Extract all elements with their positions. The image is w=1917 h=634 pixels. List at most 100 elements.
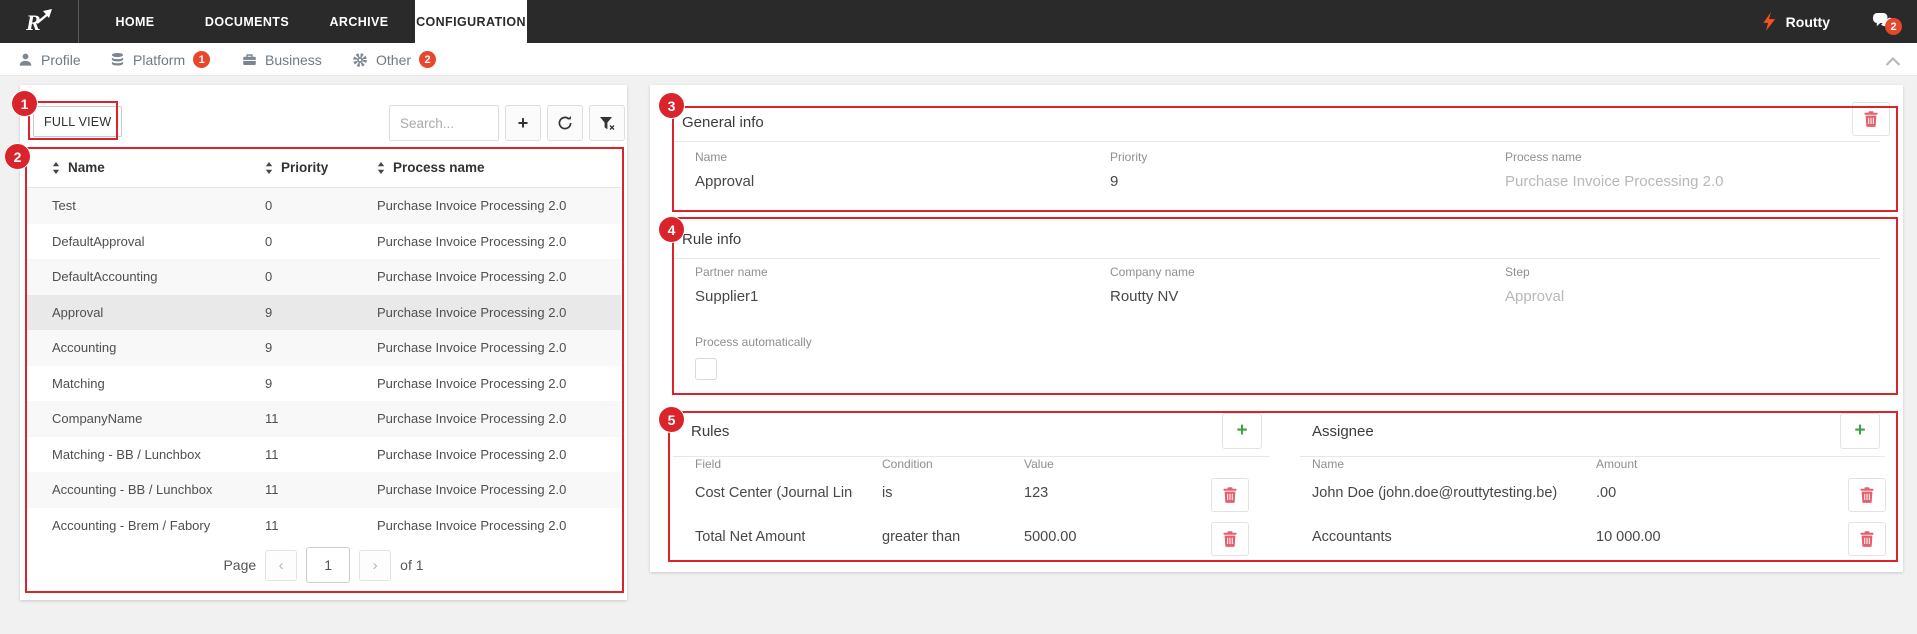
refresh-button[interactable] xyxy=(547,105,583,141)
field-name: Name Approval xyxy=(695,150,754,190)
column-label: Name xyxy=(68,160,105,175)
assignee-amount-value[interactable]: .00 xyxy=(1596,485,1617,501)
clear-filter-button[interactable] xyxy=(589,105,625,141)
general-info-title: General info xyxy=(682,114,764,131)
field-label: Partner name xyxy=(695,265,768,279)
cell-priority: 0 xyxy=(265,198,273,214)
cell-priority: 11 xyxy=(265,446,279,462)
process-automatically-checkbox[interactable] xyxy=(695,358,717,380)
column-header-priority[interactable]: Priority xyxy=(265,160,377,175)
table-row[interactable]: DefaultAccounting 0 Purchase Invoice Pro… xyxy=(26,259,621,295)
assignee-amount-column-label: Amount xyxy=(1596,457,1638,471)
trash-icon xyxy=(1223,531,1237,547)
subnav-label: Profile xyxy=(41,51,81,68)
prev-page-button[interactable]: ‹ xyxy=(265,549,298,581)
rule-condition-value[interactable]: is xyxy=(882,485,893,501)
navbar-right: Routty 2 xyxy=(1762,0,1917,43)
cell-name: Matching xyxy=(52,375,105,391)
cell-process: Purchase Invoice Processing 2.0 xyxy=(377,304,567,320)
table-row[interactable]: Test 0 Purchase Invoice Processing 2.0 xyxy=(26,188,621,224)
cell-process: Purchase Invoice Processing 2.0 xyxy=(377,411,567,427)
tab-documents[interactable]: DOCUMENTS xyxy=(204,14,290,29)
tab-configuration[interactable]: CONFIGURATION xyxy=(415,0,527,43)
cell-name: Test xyxy=(52,198,76,214)
assignee-name-value[interactable]: John Doe (john.doe@routtytesting.be) xyxy=(1312,485,1558,501)
column-label: Process name xyxy=(393,160,485,175)
svg-text:R: R xyxy=(25,10,41,35)
cell-process: Purchase Invoice Processing 2.0 xyxy=(377,198,567,214)
field-value[interactable]: Supplier1 xyxy=(695,288,759,305)
rule-value[interactable]: 5000.00 xyxy=(1024,529,1077,545)
cell-name: CompanyName xyxy=(52,411,143,427)
tab-home[interactable]: HOME xyxy=(115,14,155,29)
top-navbar: R HOME DOCUMENTS ARCHIVE CONFIGURATION R… xyxy=(0,0,1917,43)
routty-logo[interactable]: R xyxy=(0,0,79,43)
field-priority: Priority 9 xyxy=(1110,150,1147,190)
add-rule-button[interactable]: + xyxy=(505,105,541,141)
rules-list-panel: FULL VIEW + Name Priority Process name T… xyxy=(20,85,627,600)
assignee-name-column-label: Name xyxy=(1312,457,1345,471)
assignee-name-value[interactable]: Accountants xyxy=(1312,529,1392,545)
refresh-icon xyxy=(558,116,572,130)
subnav-label: Platform xyxy=(133,51,186,68)
sort-icon xyxy=(377,161,385,174)
table-row[interactable]: Matching - BB / Lunchbox 11 Purchase Inv… xyxy=(26,437,621,473)
add-assignee-button[interactable]: + xyxy=(1840,413,1880,449)
field-label: Step xyxy=(1505,265,1530,279)
delete-rule-row-button[interactable] xyxy=(1211,522,1249,556)
delete-assignee-button[interactable] xyxy=(1848,522,1886,556)
field-value-disabled: Approval xyxy=(1505,288,1565,305)
sort-icon xyxy=(265,161,273,174)
subnav-item-platform[interactable]: Platform 1 xyxy=(110,43,211,76)
main-nav-tabs: HOME DOCUMENTS ARCHIVE CONFIGURATION xyxy=(79,0,527,43)
tab-archive[interactable]: ARCHIVE xyxy=(329,14,389,29)
cell-name: Matching - BB / Lunchbox xyxy=(52,446,201,462)
subnav-badge: 2 xyxy=(419,51,437,68)
collapse-panel-chevron[interactable] xyxy=(1885,53,1901,71)
page-number-input[interactable] xyxy=(306,547,351,583)
cell-process: Purchase Invoice Processing 2.0 xyxy=(377,269,567,285)
rule-info-title: Rule info xyxy=(682,231,742,248)
cell-process: Purchase Invoice Processing 2.0 xyxy=(377,233,567,249)
add-rule-condition-button[interactable]: + xyxy=(1222,413,1262,449)
cell-name: Accounting - BB / Lunchbox xyxy=(52,482,213,498)
table-row[interactable]: Accounting - BB / Lunchbox 11 Purchase I… xyxy=(26,472,621,508)
assignee-amount-value[interactable]: 10 000.00 xyxy=(1596,529,1661,545)
full-view-button[interactable]: FULL VIEW xyxy=(33,106,123,137)
table-row[interactable]: Accounting - Brem / Fabory 11 Purchase I… xyxy=(26,508,621,544)
subnav-item-profile[interactable]: Profile xyxy=(18,43,81,76)
field-value[interactable]: Approval xyxy=(695,173,755,190)
table-row[interactable]: CompanyName 11 Purchase Invoice Processi… xyxy=(26,401,621,437)
cell-priority: 11 xyxy=(265,517,279,533)
rules-condition-column-label: Condition xyxy=(882,457,933,471)
table-row[interactable]: Accounting 9 Purchase Invoice Processing… xyxy=(26,330,621,366)
rule-field-value[interactable]: Total Net Amount xyxy=(695,529,806,545)
search-input[interactable] xyxy=(389,105,499,141)
cell-name: Accounting xyxy=(52,340,117,356)
cell-name: Accounting - Brem / Fabory xyxy=(52,517,211,533)
subnav-item-business[interactable]: Business xyxy=(242,43,322,76)
chat-button[interactable]: 2 xyxy=(1872,12,1902,35)
rule-field-value[interactable]: Cost Center (Journal Line xyxy=(695,485,853,501)
page-count-label: of 1 xyxy=(400,557,424,573)
column-header-name[interactable]: Name xyxy=(52,160,265,175)
subnav-item-other[interactable]: Other 2 xyxy=(352,43,437,76)
divider xyxy=(1300,456,1885,457)
field-label: Process name xyxy=(1505,150,1582,164)
table-row[interactable]: Matching 9 Purchase Invoice Processing 2… xyxy=(26,366,621,402)
delete-rule-row-button[interactable] xyxy=(1211,478,1249,512)
column-header-process-name[interactable]: Process name xyxy=(377,160,621,175)
field-value[interactable]: 9 xyxy=(1110,173,1119,190)
divider xyxy=(673,456,1270,457)
delete-assignee-button[interactable] xyxy=(1848,478,1886,512)
rule-condition-value[interactable]: greater than xyxy=(882,529,961,545)
next-page-button[interactable]: › xyxy=(359,549,392,581)
field-value[interactable]: Routty NV xyxy=(1110,288,1179,305)
table-row[interactable]: DefaultApproval 0 Purchase Invoice Proce… xyxy=(26,224,621,260)
table-row-selected[interactable]: Approval 9 Purchase Invoice Processing 2… xyxy=(26,294,621,330)
cell-priority: 9 xyxy=(265,340,273,356)
delete-rule-button[interactable] xyxy=(1852,102,1890,136)
cell-process: Purchase Invoice Processing 2.0 xyxy=(377,340,567,356)
rules-field-column-label: Field xyxy=(695,457,722,471)
rule-value[interactable]: 123 xyxy=(1024,485,1049,501)
